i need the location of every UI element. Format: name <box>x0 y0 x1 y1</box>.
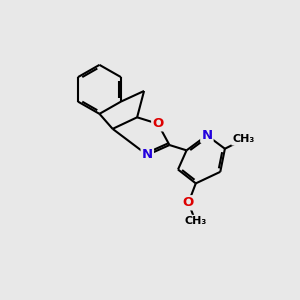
Text: N: N <box>142 148 153 161</box>
Text: N: N <box>201 129 212 142</box>
Text: CH₃: CH₃ <box>184 216 206 226</box>
Text: CH₃: CH₃ <box>232 134 254 145</box>
Text: O: O <box>152 117 164 130</box>
Text: O: O <box>183 196 194 209</box>
